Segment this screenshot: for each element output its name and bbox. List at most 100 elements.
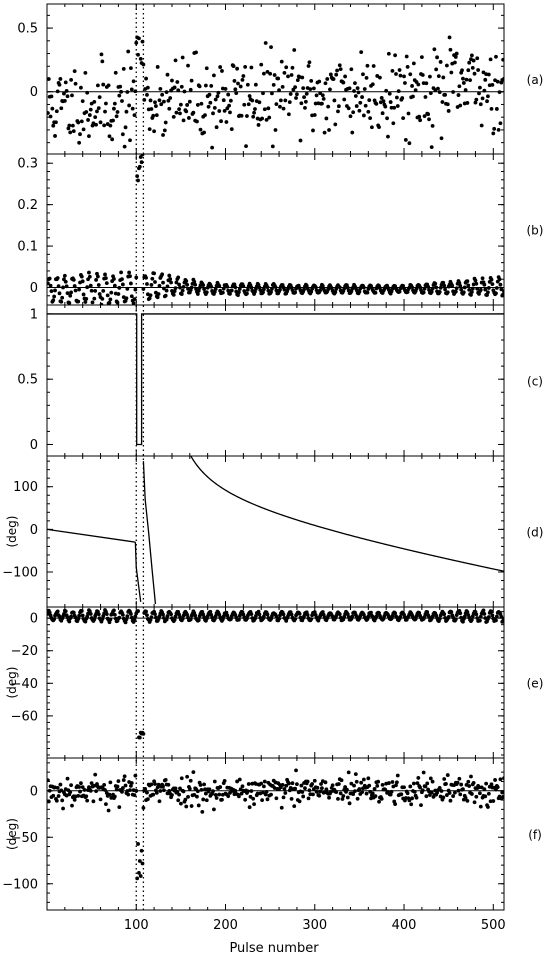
data-point [217, 283, 222, 288]
data-point [172, 289, 177, 294]
data-point [246, 102, 251, 107]
data-point [179, 292, 184, 296]
data-point [159, 102, 164, 107]
data-point [85, 90, 90, 95]
y-tick-label: −100 [2, 566, 38, 581]
data-point [199, 787, 204, 792]
data-point [336, 104, 341, 109]
data-point [120, 282, 125, 287]
x-tick-label: 500 [481, 918, 506, 933]
data-point [93, 288, 98, 293]
data-point [203, 113, 207, 118]
data-point [97, 292, 102, 296]
data-point [303, 786, 307, 791]
data-point [145, 85, 150, 90]
data-point [136, 609, 140, 613]
data-point [105, 293, 110, 298]
data-point [213, 287, 218, 291]
data-point [220, 69, 224, 73]
data-point [206, 104, 211, 109]
data-point [449, 609, 454, 614]
data-point [265, 285, 270, 290]
data-point [475, 616, 480, 620]
data-point [124, 617, 129, 622]
data-point [245, 789, 250, 794]
data-point [163, 778, 168, 782]
data-point [87, 134, 91, 139]
data-point [478, 287, 483, 292]
data-point [453, 60, 457, 65]
data-point [401, 116, 406, 120]
data-point [195, 103, 200, 107]
data-point [250, 98, 255, 103]
data-point [470, 286, 475, 291]
data-point [438, 286, 443, 290]
data-point [245, 287, 250, 292]
data-point [276, 76, 281, 81]
data-point [311, 86, 316, 91]
data-point [489, 107, 494, 111]
data-point [445, 773, 450, 777]
data-point [324, 787, 329, 792]
data-point [261, 790, 265, 795]
data-point [323, 81, 328, 86]
data-point [441, 75, 446, 80]
data-point [218, 65, 223, 69]
data-point [494, 291, 498, 296]
data-point [128, 274, 132, 279]
data-point [279, 59, 284, 64]
data-point [194, 50, 198, 55]
data-point [209, 84, 214, 88]
data-point [501, 795, 504, 799]
data-point [243, 797, 248, 802]
data-point [132, 113, 137, 118]
data-point [63, 80, 68, 85]
data-point [129, 612, 133, 616]
data-point [370, 82, 375, 87]
data-point [438, 60, 443, 64]
data-point [437, 616, 442, 621]
data-point [117, 93, 122, 98]
data-point [359, 50, 364, 54]
data-point [256, 123, 261, 127]
data-point [237, 617, 241, 622]
data-point [253, 107, 257, 111]
data-point [293, 617, 298, 621]
data-point [158, 789, 163, 793]
data-point [334, 790, 339, 795]
data-point [294, 96, 298, 100]
data-point [127, 103, 132, 108]
data-point [76, 299, 81, 304]
data-point [395, 104, 400, 108]
data-point [349, 67, 354, 72]
data-point [129, 294, 134, 299]
data-point [68, 130, 73, 135]
data-point [402, 785, 406, 790]
data-point [69, 783, 73, 788]
data-point [320, 786, 324, 790]
data-point [84, 794, 89, 799]
data-point [166, 98, 171, 103]
data-point [79, 85, 83, 90]
data-point [103, 109, 107, 114]
data-point [51, 123, 56, 128]
y-tick-label: 0.1 [17, 240, 38, 255]
data-point [305, 613, 310, 617]
data-point [164, 617, 169, 622]
data-point [436, 86, 440, 91]
data-point [393, 53, 398, 58]
data-point [436, 74, 441, 79]
data-point [482, 88, 487, 93]
data-point [408, 784, 413, 789]
data-point [416, 776, 421, 780]
data-point [199, 101, 204, 106]
data-point [345, 795, 350, 800]
data-point [148, 98, 153, 103]
plot-area [47, 4, 504, 154]
data-point [475, 286, 480, 291]
data-point [118, 84, 123, 89]
data-point [166, 782, 171, 787]
data-point [287, 100, 292, 105]
data-point [145, 282, 149, 286]
data-point [373, 290, 378, 295]
